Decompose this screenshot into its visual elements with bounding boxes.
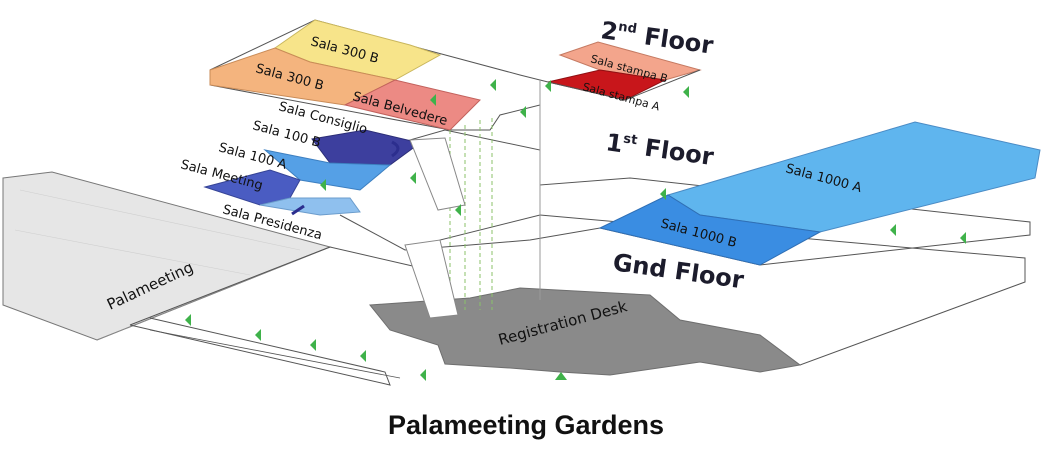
sala-100a-label: Sala 100 A bbox=[217, 140, 288, 173]
sala-meeting-room bbox=[203, 169, 301, 206]
stair-core bbox=[404, 80, 541, 319]
presidenza-pointer-icon bbox=[291, 204, 305, 216]
exit-arrow-icon bbox=[520, 106, 526, 118]
first-floor-suffix: st bbox=[622, 132, 638, 149]
exit-arrow-icon bbox=[320, 179, 326, 191]
exit-arrow-icon bbox=[960, 232, 966, 244]
sala-1000a-room bbox=[666, 121, 1041, 233]
second-floor-word: Floor bbox=[634, 21, 715, 60]
second-floor-suffix: nd bbox=[617, 20, 637, 37]
second-floor-number: 2 bbox=[599, 16, 619, 46]
sala-belvedere-room bbox=[343, 79, 481, 131]
registration-desk-area bbox=[369, 287, 802, 376]
sala-100b-label: Sala 100 B bbox=[251, 118, 322, 151]
exit-arrow-icon bbox=[890, 224, 896, 236]
sala-stampa-b-room bbox=[558, 41, 702, 81]
exit-arrow-icon bbox=[490, 79, 496, 91]
exit-arrow-icon bbox=[360, 350, 366, 362]
exit-arrow-icon bbox=[555, 372, 567, 380]
palameeting-building bbox=[2, 171, 332, 341]
first-floor bbox=[203, 121, 1041, 266]
first-floor-label: 1st Floor bbox=[604, 128, 715, 171]
sala-100a-room bbox=[263, 149, 392, 191]
consiglio-pointer-icon bbox=[391, 140, 400, 158]
page-title: Palameeting Gardens bbox=[387, 410, 665, 440]
sala-presidenza-room bbox=[259, 197, 361, 216]
exit-arrow-icon bbox=[255, 329, 261, 341]
first-floor-number: 1 bbox=[604, 128, 624, 158]
sala-consiglio-room bbox=[311, 129, 422, 166]
exit-arrow-icon bbox=[545, 80, 551, 92]
exit-arrows bbox=[185, 79, 966, 381]
exit-arrow-icon bbox=[185, 314, 191, 326]
exit-arrow-icon bbox=[660, 188, 666, 200]
second-floor bbox=[209, 19, 702, 131]
first-floor-word: Floor bbox=[635, 132, 716, 171]
exit-arrow-icon bbox=[310, 339, 316, 351]
sala-1000b-room bbox=[598, 194, 822, 266]
exit-arrow-icon bbox=[420, 369, 426, 381]
exit-arrow-icon bbox=[683, 86, 689, 98]
exit-arrow-icon bbox=[410, 172, 416, 184]
exit-arrow-icon bbox=[430, 94, 436, 106]
exit-arrow-icon bbox=[455, 204, 461, 216]
